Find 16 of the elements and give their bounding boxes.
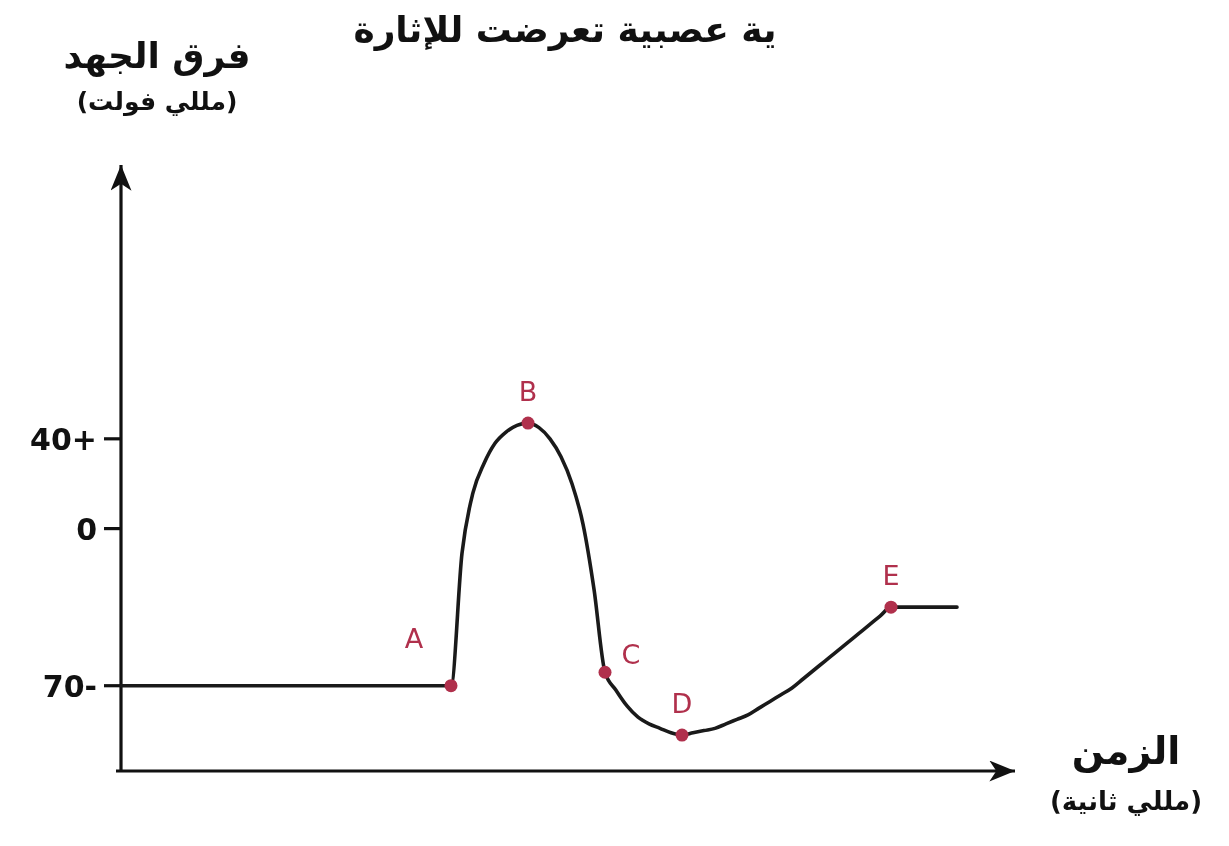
ytick: 40+ (30, 421, 97, 457)
label: D (671, 688, 693, 720)
label: B (518, 376, 538, 408)
ytick: 70- (42, 668, 97, 704)
point (884, 600, 898, 614)
label: A (404, 622, 424, 654)
ylabel: فرق الجهد (مللي فولت) (63, 35, 251, 116)
label: C (621, 639, 641, 671)
title: ية عصبية تعرضت للإثارة (353, 9, 777, 50)
xlabel: الزمن (مللي ثانية) (1049, 729, 1203, 816)
ytick: 0 (76, 511, 97, 547)
point (675, 728, 689, 742)
point (444, 679, 458, 693)
point (598, 665, 612, 679)
point (521, 416, 535, 430)
label: E (882, 560, 900, 592)
